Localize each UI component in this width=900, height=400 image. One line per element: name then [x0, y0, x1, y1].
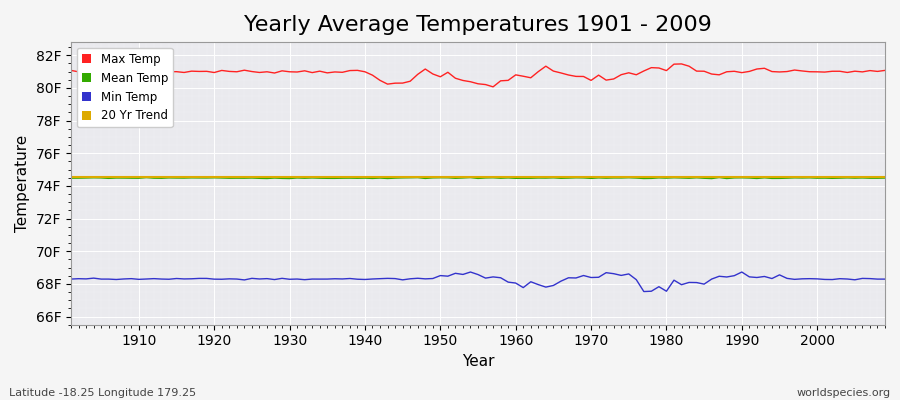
Mean Temp — [126, 176, 137, 180]
Min Temp — [292, 277, 302, 282]
Max Temp — [292, 70, 302, 74]
Max Temp — [608, 76, 619, 81]
Max Temp — [488, 84, 499, 89]
Max Temp — [676, 62, 687, 66]
Max Temp — [879, 68, 890, 73]
Max Temp — [66, 68, 77, 73]
Min Temp — [608, 271, 619, 276]
Legend: Max Temp, Mean Temp, Min Temp, 20 Yr Trend: Max Temp, Mean Temp, Min Temp, 20 Yr Tre… — [76, 48, 173, 127]
Mean Temp — [706, 176, 717, 181]
Y-axis label: Temperature: Temperature — [15, 135, 30, 232]
Max Temp — [126, 68, 137, 73]
Min Temp — [879, 277, 890, 282]
Min Temp — [126, 276, 137, 281]
Min Temp — [518, 285, 528, 290]
X-axis label: Year: Year — [462, 354, 494, 369]
Max Temp — [337, 70, 347, 75]
20 Yr Trend — [600, 175, 611, 180]
20 Yr Trend — [126, 175, 137, 180]
Text: worldspecies.org: worldspecies.org — [796, 388, 891, 398]
20 Yr Trend — [66, 175, 77, 180]
Mean Temp — [510, 176, 521, 180]
Mean Temp — [600, 176, 611, 180]
Mean Temp — [503, 175, 514, 180]
Mean Temp — [66, 176, 77, 180]
20 Yr Trend — [510, 175, 521, 180]
Line: Mean Temp: Mean Temp — [71, 177, 885, 178]
Text: Latitude -18.25 Longitude 179.25: Latitude -18.25 Longitude 179.25 — [9, 388, 196, 398]
Title: Yearly Average Temperatures 1901 - 2009: Yearly Average Temperatures 1901 - 2009 — [244, 15, 712, 35]
20 Yr Trend — [292, 175, 302, 180]
Mean Temp — [879, 175, 890, 180]
Min Temp — [638, 289, 649, 294]
Line: Min Temp: Min Temp — [71, 272, 885, 292]
Mean Temp — [714, 175, 724, 180]
Min Temp — [510, 281, 521, 286]
Mean Temp — [292, 175, 302, 180]
Mean Temp — [337, 176, 347, 180]
Min Temp — [465, 270, 476, 274]
Min Temp — [337, 276, 347, 281]
20 Yr Trend — [503, 175, 514, 180]
Line: Max Temp: Max Temp — [71, 64, 885, 87]
20 Yr Trend — [337, 175, 347, 180]
Max Temp — [510, 72, 521, 77]
Min Temp — [66, 277, 77, 282]
Max Temp — [518, 74, 528, 79]
20 Yr Trend — [879, 175, 890, 180]
